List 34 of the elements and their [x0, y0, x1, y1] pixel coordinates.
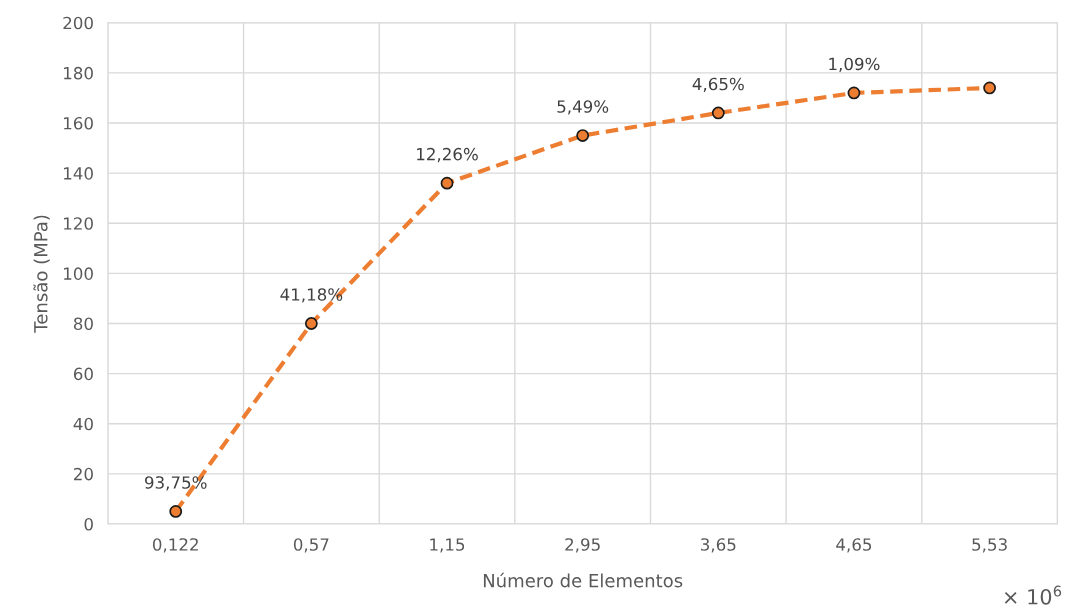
x-tick-label: 2,95: [565, 538, 600, 553]
annotation: 5,49%: [557, 100, 609, 115]
y-tick-label: 20: [74, 467, 93, 481]
y-tick-label: 80: [73, 317, 93, 331]
x-tick-label: 0,57: [293, 538, 329, 553]
x-axis-title: Número de Elementos: [483, 572, 683, 588]
y-tick-label: 100: [64, 267, 93, 280]
annotation: 41,18%: [280, 288, 343, 303]
y-tick-label: 180: [64, 66, 93, 80]
y-tick-label: 60: [73, 367, 93, 381]
y-tick-label: 40: [73, 417, 93, 431]
point: [576, 129, 590, 142]
x-tick-label: 5,53: [972, 538, 1007, 553]
annotation: 93,75%: [145, 476, 207, 491]
point: [169, 505, 183, 518]
text: × 10$^{6}$: [1004, 585, 1062, 605]
annotation: 12,26%: [417, 147, 478, 163]
point: [440, 176, 454, 190]
y-axis-title: Tensão (MPa): [33, 215, 50, 333]
point: [711, 106, 725, 120]
x-tick-label: 4,65: [836, 538, 872, 553]
y-tick-label: 200: [63, 16, 93, 30]
annotation: 1,09%: [829, 57, 880, 72]
y-tick-label: 160: [64, 116, 93, 130]
x-tick-label: 1,15: [430, 538, 465, 553]
point: [983, 81, 996, 95]
y-tick-label: 120: [64, 217, 93, 230]
y-tick-label: 140: [64, 167, 93, 180]
x-tick-label: 3,65: [701, 538, 736, 553]
x-tick-label: 0,122: [152, 538, 198, 553]
y-tick-label: 0: [84, 517, 93, 531]
point: [304, 317, 318, 330]
point: [847, 86, 861, 100]
annotation: 4,65%: [692, 77, 744, 92]
